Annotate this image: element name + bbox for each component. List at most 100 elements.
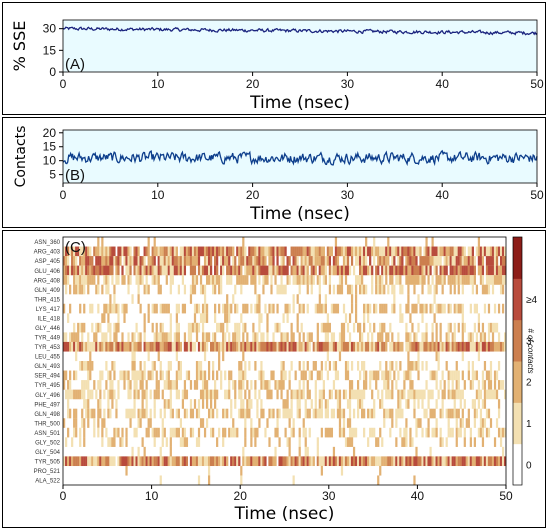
heatmap-cell — [264, 256, 267, 266]
heatmap-cell — [429, 408, 432, 419]
heatmap-cell — [322, 456, 325, 467]
heatmap-cell — [308, 370, 311, 381]
heatmap-cell — [175, 313, 178, 323]
heatmap-cell — [385, 408, 388, 419]
heatmap-cell — [195, 456, 199, 467]
heatmap-cell — [135, 456, 138, 467]
heatmap-cell — [423, 389, 426, 400]
heatmap-cell — [266, 322, 269, 333]
heatmap-cell — [175, 408, 178, 419]
heatmap-cell — [123, 380, 126, 390]
heatmap-cell — [131, 408, 134, 419]
heatmap-cell — [157, 256, 160, 266]
heatmap-cell — [314, 256, 317, 266]
heatmap-cell — [371, 427, 374, 438]
heatmap-cell — [379, 322, 382, 333]
heatmap-cell — [282, 313, 285, 323]
heatmap-cell — [117, 341, 120, 352]
heatmap-cell — [119, 256, 122, 266]
heatmap-cell — [497, 361, 501, 371]
heatmap-cell — [296, 265, 299, 276]
heatmap-cell — [250, 427, 253, 438]
heatmap-cell — [228, 427, 231, 438]
heatmap-cell — [101, 246, 104, 257]
heatmap-cell — [73, 341, 76, 352]
residue-label: ALA_522 — [35, 479, 60, 485]
heatmap-cell — [338, 341, 342, 352]
heatmap-cell — [195, 437, 199, 447]
heatmap-cell — [141, 265, 144, 276]
heatmap-cell — [67, 389, 70, 400]
heatmap-cell — [139, 370, 142, 381]
heatmap-cell — [431, 237, 434, 247]
heatmap-cell — [177, 322, 180, 333]
heatmap-cell — [207, 456, 211, 467]
heatmap-cell — [503, 265, 507, 276]
heatmap-cell — [79, 256, 82, 266]
heatmap-cell — [288, 303, 291, 314]
heatmap-cell — [367, 456, 370, 467]
heatmap-cell — [127, 275, 130, 285]
heatmap-cell — [163, 456, 166, 467]
heatmap-cell — [105, 361, 108, 371]
heatmap-cell — [346, 370, 350, 381]
heatmap-cell — [365, 284, 368, 295]
heatmap-cell — [195, 303, 199, 314]
heatmap-cell — [342, 427, 346, 438]
heatmap-cell — [63, 303, 66, 314]
heatmap-cell — [248, 265, 251, 276]
heatmap-cell — [232, 246, 235, 257]
heatmap-cell — [493, 370, 497, 381]
heatmap-cell — [439, 246, 442, 257]
heatmap-cell — [473, 408, 476, 419]
heatmap-cell — [65, 246, 68, 257]
heatmap-cell — [97, 418, 100, 428]
heatmap-cell — [338, 408, 342, 419]
x-tick-label: 50 — [530, 188, 544, 202]
heatmap-cell — [369, 341, 372, 352]
heatmap-cell — [171, 341, 174, 352]
heatmap-cell — [409, 265, 412, 276]
heatmap-cell — [306, 456, 309, 467]
heatmap-cell — [262, 341, 265, 352]
heatmap-cell — [304, 427, 307, 438]
heatmap-cell — [165, 456, 168, 467]
heatmap-cell — [457, 427, 460, 438]
heatmap-cell — [212, 361, 215, 371]
heatmap-cell — [371, 341, 374, 352]
heatmap-cell — [73, 332, 76, 343]
heatmap-cell — [75, 341, 78, 352]
heatmap-cell — [238, 389, 241, 400]
heatmap-cell — [499, 284, 503, 295]
heatmap-cell — [135, 389, 138, 400]
heatmap-cell — [328, 275, 332, 285]
heatmap-cell — [459, 389, 462, 400]
heatmap-cell — [431, 303, 434, 314]
heatmap-cell — [403, 389, 406, 400]
heatmap-cell — [479, 332, 483, 343]
heatmap-cell — [207, 265, 211, 276]
heatmap-cell — [302, 427, 305, 438]
heatmap-cell — [324, 256, 327, 266]
heatmap-cell — [177, 256, 180, 266]
heatmap-cell — [163, 246, 166, 257]
heatmap-cell — [453, 399, 456, 409]
heatmap-cell — [479, 456, 483, 467]
heatmap-cell — [129, 389, 132, 400]
heatmap-cell — [354, 284, 358, 295]
heatmap-cell — [493, 341, 497, 352]
heatmap-cell — [91, 408, 94, 419]
heatmap-cell — [214, 265, 217, 276]
heatmap-cell — [73, 322, 76, 333]
heatmap-cell — [161, 322, 164, 333]
heatmap-cell — [431, 370, 434, 381]
heatmap-cell — [475, 370, 479, 381]
heatmap-cell — [503, 332, 507, 343]
heatmap-cell — [499, 256, 503, 266]
heatmap-cell — [276, 265, 279, 276]
heatmap-cell — [248, 408, 251, 419]
heatmap-cell — [401, 256, 404, 266]
heatmap-cell — [348, 418, 352, 428]
heatmap-cell — [328, 361, 332, 371]
colorbar-tick-label: 2 — [526, 378, 532, 389]
